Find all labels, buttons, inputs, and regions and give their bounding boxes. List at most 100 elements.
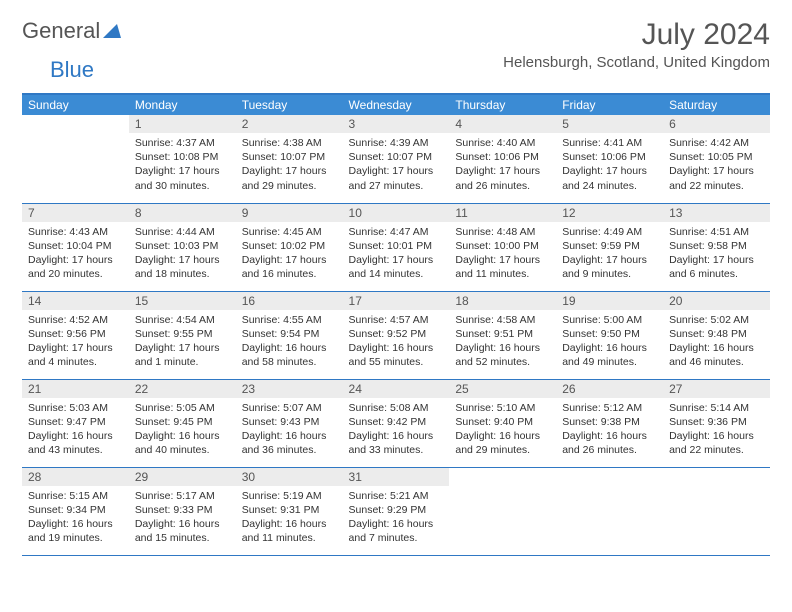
- day-details: Sunrise: 4:41 AMSunset: 10:06 PMDaylight…: [556, 133, 663, 197]
- day-line-sr: Sunrise: 5:05 AM: [135, 401, 230, 415]
- day-details: Sunrise: 5:15 AMSunset: 9:34 PMDaylight:…: [22, 486, 129, 550]
- day-details: Sunrise: 5:17 AMSunset: 9:33 PMDaylight:…: [129, 486, 236, 550]
- weekday-header: Monday: [129, 94, 236, 115]
- day-line-sr: Sunrise: 4:43 AM: [28, 225, 123, 239]
- day-line-d2: and 19 minutes.: [28, 531, 123, 545]
- calendar-cell: 15Sunrise: 4:54 AMSunset: 9:55 PMDayligh…: [129, 291, 236, 379]
- calendar-cell: 11Sunrise: 4:48 AMSunset: 10:00 PMDaylig…: [449, 203, 556, 291]
- day-number: 20: [663, 292, 770, 310]
- calendar-cell: 13Sunrise: 4:51 AMSunset: 9:58 PMDayligh…: [663, 203, 770, 291]
- day-line-d2: and 27 minutes.: [349, 179, 444, 193]
- day-line-d1: Daylight: 16 hours: [349, 517, 444, 531]
- day-line-d1: Daylight: 16 hours: [242, 341, 337, 355]
- day-details: Sunrise: 4:49 AMSunset: 9:59 PMDaylight:…: [556, 222, 663, 286]
- day-line-d1: Daylight: 17 hours: [28, 341, 123, 355]
- day-line-d1: Daylight: 16 hours: [135, 517, 230, 531]
- day-line-sr: Sunrise: 5:03 AM: [28, 401, 123, 415]
- day-number: 16: [236, 292, 343, 310]
- day-line-d2: and 43 minutes.: [28, 443, 123, 457]
- day-line-ss: Sunset: 10:06 PM: [455, 150, 550, 164]
- day-number: 25: [449, 380, 556, 398]
- day-line-d1: Daylight: 16 hours: [135, 429, 230, 443]
- day-number: 17: [343, 292, 450, 310]
- calendar-cell: 31Sunrise: 5:21 AMSunset: 9:29 PMDayligh…: [343, 467, 450, 555]
- day-line-ss: Sunset: 10:08 PM: [135, 150, 230, 164]
- day-number: 28: [22, 468, 129, 486]
- brand-triangle-icon: [103, 18, 121, 44]
- day-line-sr: Sunrise: 5:14 AM: [669, 401, 764, 415]
- day-line-d1: Daylight: 16 hours: [562, 341, 657, 355]
- day-details: Sunrise: 4:42 AMSunset: 10:05 PMDaylight…: [663, 133, 770, 197]
- day-details: Sunrise: 5:07 AMSunset: 9:43 PMDaylight:…: [236, 398, 343, 462]
- day-number: 6: [663, 115, 770, 133]
- day-line-sr: Sunrise: 5:08 AM: [349, 401, 444, 415]
- day-line-ss: Sunset: 9:58 PM: [669, 239, 764, 253]
- day-line-d1: Daylight: 16 hours: [669, 429, 764, 443]
- day-number: 21: [22, 380, 129, 398]
- day-line-ss: Sunset: 9:47 PM: [28, 415, 123, 429]
- day-number: 31: [343, 468, 450, 486]
- day-line-d2: and 40 minutes.: [135, 443, 230, 457]
- day-details: Sunrise: 5:19 AMSunset: 9:31 PMDaylight:…: [236, 486, 343, 550]
- day-number: 3: [343, 115, 450, 133]
- calendar-cell: [22, 115, 129, 203]
- day-line-d2: and 20 minutes.: [28, 267, 123, 281]
- calendar-cell: [663, 467, 770, 555]
- day-line-ss: Sunset: 10:05 PM: [669, 150, 764, 164]
- day-line-d2: and 33 minutes.: [349, 443, 444, 457]
- day-line-ss: Sunset: 9:52 PM: [349, 327, 444, 341]
- day-number: 11: [449, 204, 556, 222]
- day-line-ss: Sunset: 10:06 PM: [562, 150, 657, 164]
- calendar-cell: 8Sunrise: 4:44 AMSunset: 10:03 PMDayligh…: [129, 203, 236, 291]
- day-line-d1: Daylight: 17 hours: [455, 164, 550, 178]
- day-line-ss: Sunset: 9:42 PM: [349, 415, 444, 429]
- day-line-d1: Daylight: 16 hours: [562, 429, 657, 443]
- day-line-sr: Sunrise: 4:40 AM: [455, 136, 550, 150]
- day-line-d2: and 22 minutes.: [669, 179, 764, 193]
- day-details: Sunrise: 4:37 AMSunset: 10:08 PMDaylight…: [129, 133, 236, 197]
- day-line-sr: Sunrise: 4:41 AM: [562, 136, 657, 150]
- day-line-d2: and 9 minutes.: [562, 267, 657, 281]
- day-line-d2: and 52 minutes.: [455, 355, 550, 369]
- calendar-cell: 4Sunrise: 4:40 AMSunset: 10:06 PMDayligh…: [449, 115, 556, 203]
- day-number: 1: [129, 115, 236, 133]
- day-number: 30: [236, 468, 343, 486]
- day-number: 18: [449, 292, 556, 310]
- day-details: Sunrise: 4:39 AMSunset: 10:07 PMDaylight…: [343, 133, 450, 197]
- day-details: Sunrise: 4:55 AMSunset: 9:54 PMDaylight:…: [236, 310, 343, 374]
- weekday-header: Tuesday: [236, 94, 343, 115]
- calendar-cell: 24Sunrise: 5:08 AMSunset: 9:42 PMDayligh…: [343, 379, 450, 467]
- day-details: Sunrise: 5:02 AMSunset: 9:48 PMDaylight:…: [663, 310, 770, 374]
- calendar-cell: 1Sunrise: 4:37 AMSunset: 10:08 PMDayligh…: [129, 115, 236, 203]
- day-line-d1: Daylight: 16 hours: [455, 341, 550, 355]
- day-details: Sunrise: 5:21 AMSunset: 9:29 PMDaylight:…: [343, 486, 450, 550]
- day-line-d2: and 14 minutes.: [349, 267, 444, 281]
- day-line-d2: and 49 minutes.: [562, 355, 657, 369]
- day-details: Sunrise: 5:14 AMSunset: 9:36 PMDaylight:…: [663, 398, 770, 462]
- day-line-d2: and 4 minutes.: [28, 355, 123, 369]
- day-line-d2: and 24 minutes.: [562, 179, 657, 193]
- day-line-d1: Daylight: 17 hours: [669, 164, 764, 178]
- calendar-cell: 12Sunrise: 4:49 AMSunset: 9:59 PMDayligh…: [556, 203, 663, 291]
- day-number: 13: [663, 204, 770, 222]
- calendar-week-row: 1Sunrise: 4:37 AMSunset: 10:08 PMDayligh…: [22, 115, 770, 203]
- day-line-d1: Daylight: 16 hours: [349, 429, 444, 443]
- day-line-d1: Daylight: 16 hours: [242, 517, 337, 531]
- day-line-d2: and 26 minutes.: [455, 179, 550, 193]
- day-line-d1: Daylight: 17 hours: [135, 164, 230, 178]
- calendar-cell: 23Sunrise: 5:07 AMSunset: 9:43 PMDayligh…: [236, 379, 343, 467]
- day-line-d2: and 18 minutes.: [135, 267, 230, 281]
- day-line-d1: Daylight: 17 hours: [28, 253, 123, 267]
- calendar-week-row: 14Sunrise: 4:52 AMSunset: 9:56 PMDayligh…: [22, 291, 770, 379]
- day-line-d2: and 58 minutes.: [242, 355, 337, 369]
- day-line-ss: Sunset: 9:45 PM: [135, 415, 230, 429]
- weekday-header: Friday: [556, 94, 663, 115]
- day-line-sr: Sunrise: 4:51 AM: [669, 225, 764, 239]
- day-number: 4: [449, 115, 556, 133]
- day-line-ss: Sunset: 9:40 PM: [455, 415, 550, 429]
- day-line-d1: Daylight: 17 hours: [135, 341, 230, 355]
- calendar-week-row: 7Sunrise: 4:43 AMSunset: 10:04 PMDayligh…: [22, 203, 770, 291]
- calendar-table: Sunday Monday Tuesday Wednesday Thursday…: [22, 93, 770, 556]
- day-line-sr: Sunrise: 5:21 AM: [349, 489, 444, 503]
- day-details: Sunrise: 4:40 AMSunset: 10:06 PMDaylight…: [449, 133, 556, 197]
